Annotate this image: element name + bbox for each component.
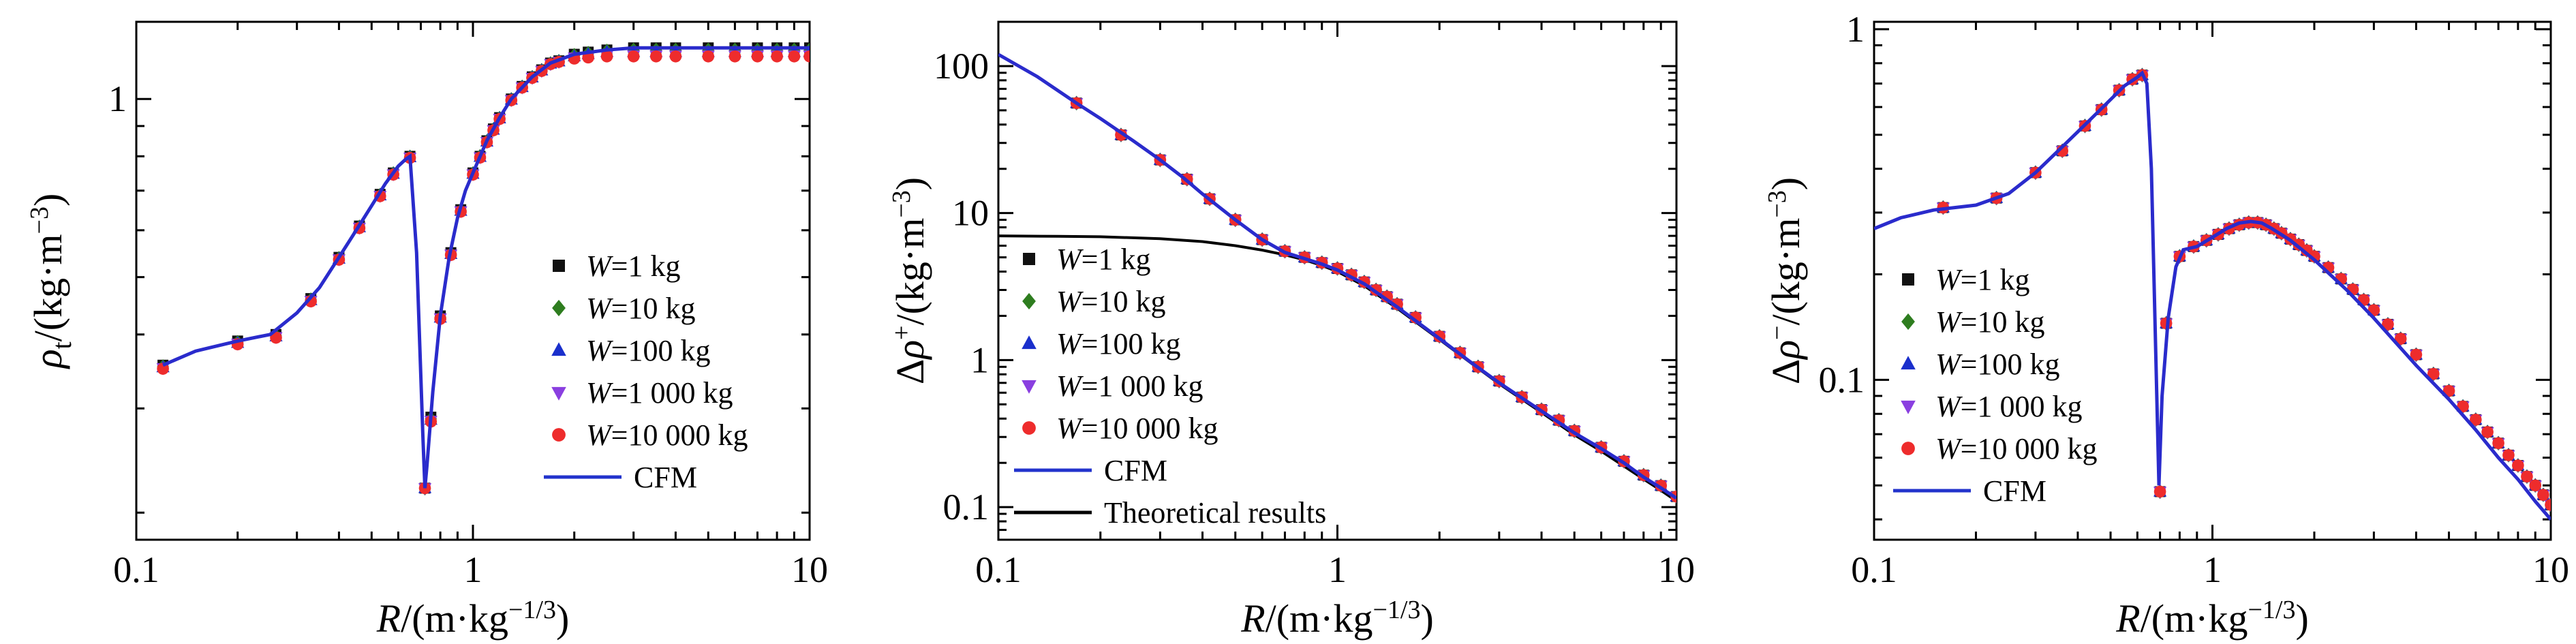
data-point (771, 50, 783, 63)
chart-panel-right: 0.1 1 10 0.1 1 R/(m·kg−1/3) Δρ−/(kg·m−3) W=1 kg… (1763, 9, 2569, 641)
plot-area (998, 52, 1676, 504)
legend-label: CFM (1983, 474, 2046, 508)
plot-area (1874, 67, 2551, 521)
y-tick-label: 10 (952, 193, 989, 234)
data-point (2529, 479, 2542, 492)
data-point (2394, 333, 2407, 345)
legend-label: W=1 000 kg (1935, 390, 2082, 423)
x-tick-label: 1 (1328, 549, 1347, 590)
legend-label: W=10 kg (1056, 285, 1165, 318)
data-point (2545, 499, 2551, 511)
plot-area (156, 42, 810, 496)
legend-marker (1022, 380, 1037, 394)
x-tick-label: 1 (2203, 549, 2222, 590)
legend-marker (551, 386, 566, 401)
y-tick-label: 100 (934, 46, 989, 87)
y-tick-label: 0.1 (1819, 359, 1865, 400)
legend-label: W=100 kg (586, 334, 710, 367)
plot-frame (997, 20, 1678, 541)
x-tick-label: 10 (1658, 549, 1695, 590)
chart-panel-left: 0.1 1 10 1 R/(m·kg−1/3) ρt/(kg·m−3) W=1 kg W=10… (25, 20, 828, 641)
data-point (751, 50, 764, 63)
legend-marker (552, 428, 566, 442)
legend-label: CFM (634, 461, 697, 494)
y-tick-label: 1 (1846, 9, 1865, 50)
data-point (600, 50, 613, 63)
x-tick-label: 10 (2532, 549, 2569, 590)
data-point (2153, 485, 2166, 498)
legend-label: W=1 kg (586, 249, 680, 283)
data-point (803, 50, 810, 63)
data-point (669, 50, 682, 63)
x-tick-label: 1 (464, 549, 482, 590)
plot-frame (135, 20, 811, 541)
data-point (788, 50, 801, 63)
data-point (157, 363, 169, 375)
legend-label: W=1 000 kg (1056, 369, 1203, 403)
legend-label: W=10 000 kg (1056, 412, 1218, 445)
data-point (2537, 489, 2549, 501)
legend-label: W=100 kg (1056, 327, 1180, 361)
data-point (627, 50, 640, 63)
y-axis-title: Δρ+/(kg·m−3) (887, 177, 932, 384)
x-tick-label: 0.1 (1851, 549, 1897, 590)
data-point (2502, 449, 2515, 461)
legend-label: W=1 kg (1935, 263, 2029, 296)
data-point (2427, 367, 2440, 380)
legend-marker (1901, 442, 1915, 455)
data-point (729, 50, 741, 63)
data-point (702, 50, 715, 63)
cfm-curve (1874, 70, 2551, 521)
legend-label: W=10 000 kg (586, 418, 748, 452)
x-tick-label: 0.1 (975, 549, 1022, 590)
legend-marker (1902, 273, 1914, 286)
x-axis-title: R/(m·kg−1/3) (376, 596, 570, 641)
y-tick-label: 1 (970, 339, 989, 380)
x-tick-label: 10 (791, 549, 828, 590)
data-point (2521, 470, 2533, 483)
cfm-curve (998, 52, 1676, 500)
legend-label: Theoretical results (1104, 496, 1326, 530)
legend-label: W=10 kg (1935, 305, 2044, 339)
legend-marker (553, 260, 565, 272)
legend-label: W=100 kg (1935, 348, 2059, 381)
legend-marker (1022, 335, 1037, 350)
y-axis-title: ρt/(kg·m−3) (25, 194, 77, 370)
legend: W=1 kg W=10 kg W=100 kg W=1 000 kg W=10 000 … (1014, 243, 1326, 530)
legend-marker (552, 299, 566, 317)
legend-label: CFM (1104, 454, 1167, 487)
legend-marker (1022, 292, 1036, 310)
y-tick-label: 0.1 (943, 487, 990, 527)
data-point (2512, 459, 2524, 472)
legend-label: W=1 000 kg (586, 376, 733, 410)
data-point (2481, 426, 2494, 438)
legend-label: W=10 000 kg (1935, 432, 2097, 465)
y-tick-label: 1 (108, 78, 127, 119)
data-point (649, 50, 662, 63)
legend-label: W=10 kg (586, 292, 695, 325)
legend-label: W=1 kg (1056, 243, 1150, 276)
x-axis-title: R/(m·kg−1/3) (2115, 596, 2309, 641)
y-axis-title: Δρ−/(kg·m−3) (1763, 177, 1808, 384)
legend: W=1 kg W=10 kg W=100 kg W=1 000 kg W=10 000 … (1893, 263, 2097, 508)
data-point (2410, 348, 2423, 361)
data-point (2382, 318, 2394, 331)
data-point (270, 331, 282, 344)
x-axis-title: R/(m·kg−1/3) (1240, 596, 1434, 641)
legend-marker (551, 342, 566, 356)
chart-panel-middle: 0.1 1 10 0.1 1 10 100 R/(m·kg−1/3) Δρ+/(kg·m−3) W… (887, 20, 1695, 641)
data-point (2470, 414, 2482, 426)
legend-marker (1901, 313, 1915, 331)
legend-marker (1901, 356, 1916, 370)
legend-marker (1023, 253, 1035, 265)
legend-marker (1901, 400, 1916, 414)
x-tick-label: 0.1 (113, 549, 159, 590)
cfm-curve (162, 46, 810, 489)
legend: W=1 kg W=10 kg W=100 kg W=1 000 kg W=10 000 … (544, 249, 748, 494)
legend-marker (1022, 421, 1036, 435)
data-point (2492, 437, 2504, 450)
